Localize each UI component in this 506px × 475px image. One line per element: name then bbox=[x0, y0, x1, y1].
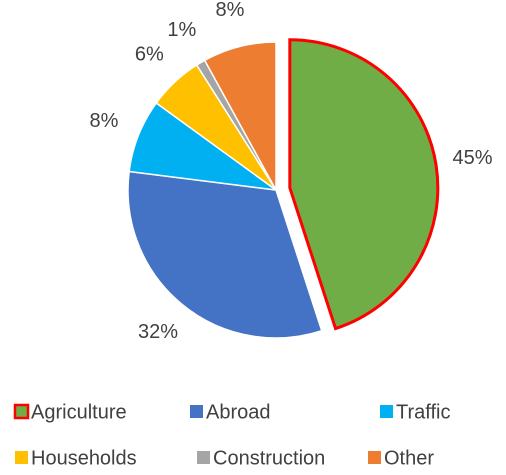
legend-swatch bbox=[380, 405, 393, 418]
pie-slice bbox=[203, 41, 277, 191]
data-label: 1% bbox=[167, 19, 196, 41]
data-label: 8% bbox=[90, 110, 119, 132]
pie-slice bbox=[127, 170, 323, 339]
legend-label: Abroad bbox=[206, 401, 271, 423]
data-label: 32% bbox=[138, 321, 178, 343]
legend-label: Agriculture bbox=[31, 401, 127, 423]
legend-label: Households bbox=[31, 447, 137, 469]
pie-slice bbox=[288, 38, 440, 331]
legend-label: Other bbox=[384, 447, 434, 469]
legend-swatch bbox=[13, 403, 30, 420]
legend-swatch bbox=[368, 451, 381, 464]
data-label: 45% bbox=[453, 147, 493, 169]
legend-label: Traffic bbox=[396, 401, 450, 423]
legend-swatch bbox=[15, 451, 28, 464]
legend-label: Construction bbox=[213, 447, 325, 469]
legend-swatch bbox=[190, 405, 203, 418]
legend-swatch bbox=[197, 451, 210, 464]
data-label: 8% bbox=[216, 0, 245, 21]
data-label: 6% bbox=[135, 43, 164, 65]
